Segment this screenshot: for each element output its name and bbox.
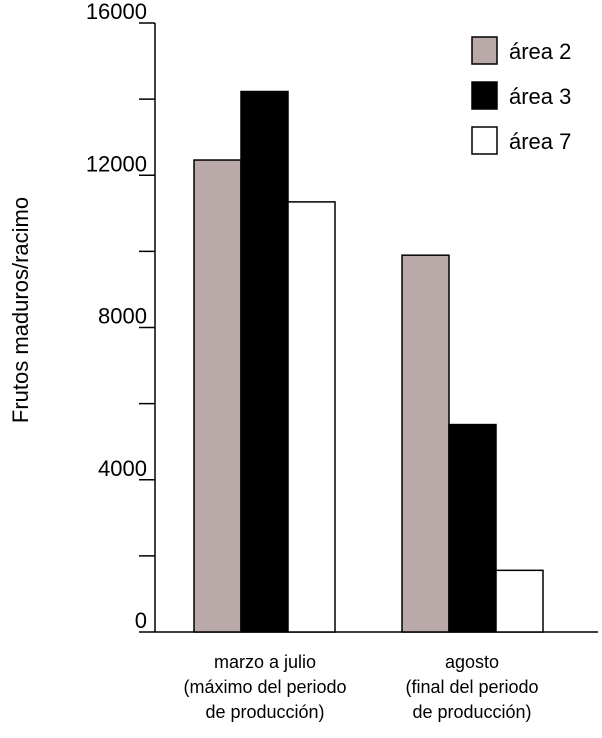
y-axis-label: Frutos maduros/racimo (8, 197, 33, 423)
legend-swatch (471, 126, 498, 155)
category-label: (máximo del periodo (183, 677, 346, 697)
legend: área 2 área 3 área 7 (471, 36, 571, 155)
category-label: de producción) (412, 702, 531, 722)
bar (448, 423, 497, 633)
bar (193, 159, 242, 633)
bar (240, 90, 289, 633)
legend-label: área 2 (509, 39, 571, 64)
category-label: de producción) (205, 702, 324, 722)
y-tick-label: 16000 (86, 0, 147, 24)
y-tick-label: 0 (135, 608, 147, 633)
y-ticks: 0 4000 8000 12000 16000 (86, 0, 155, 633)
legend-swatch (471, 81, 498, 110)
category-label: agosto (445, 652, 499, 672)
legend-swatch (471, 36, 498, 65)
legend-label: área 3 (509, 84, 571, 109)
bar (287, 201, 336, 633)
y-tick-label: 8000 (98, 304, 147, 329)
category-labels: marzo a julio (máximo del periodo de produ… (183, 652, 538, 722)
bar (495, 569, 544, 633)
y-tick-label: 12000 (86, 151, 147, 176)
bar (401, 254, 450, 633)
category-label: marzo a julio (214, 652, 316, 672)
legend-label: área 7 (509, 129, 571, 154)
bars (193, 90, 544, 633)
category-label: (final del periodo (405, 677, 538, 697)
y-tick-label: 4000 (98, 456, 147, 481)
